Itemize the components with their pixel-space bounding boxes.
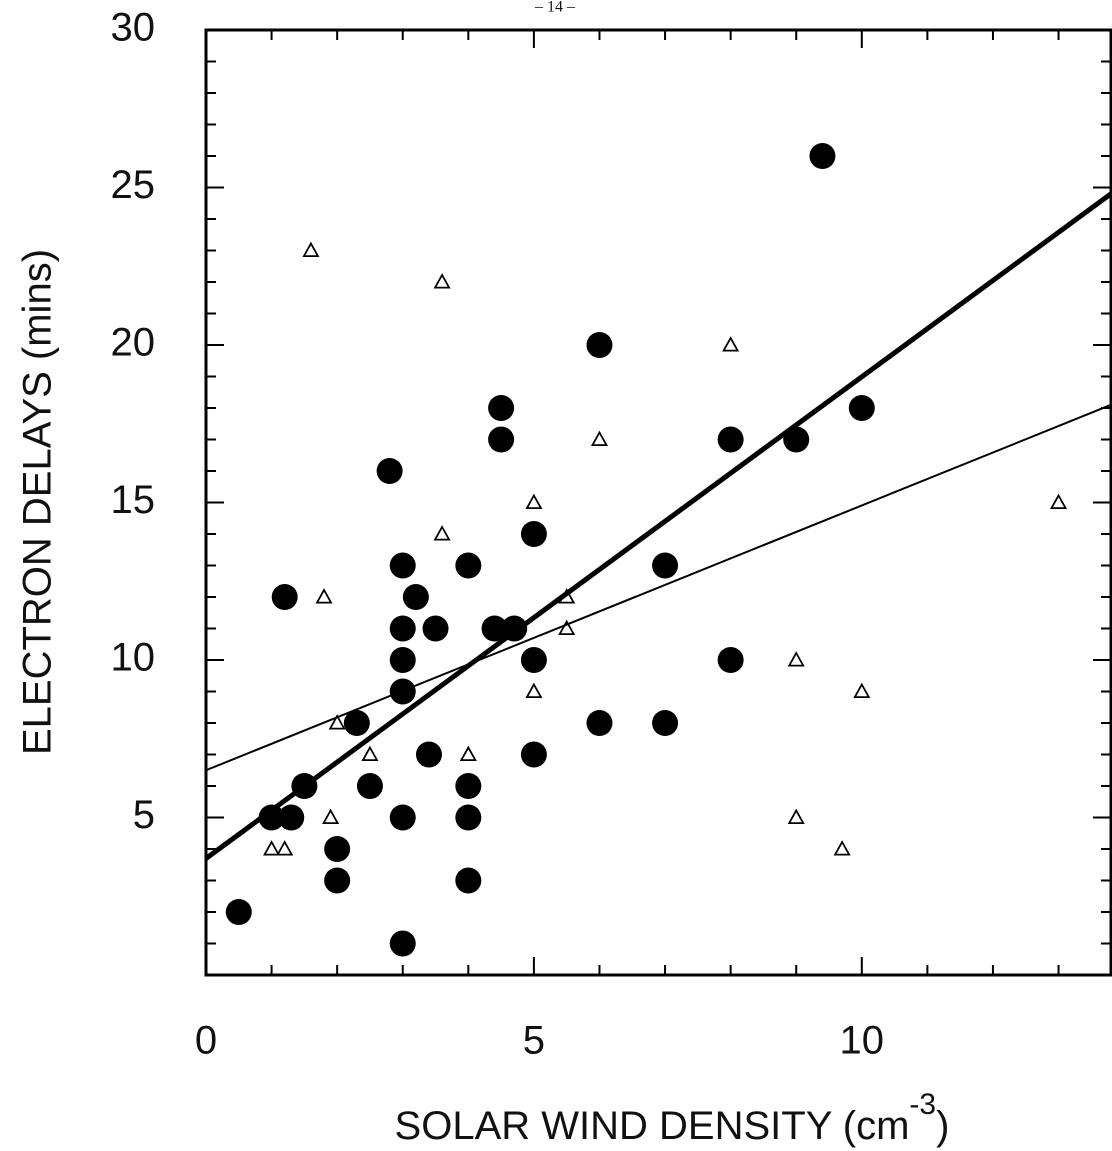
data-point bbox=[225, 899, 252, 925]
x-tick-label: 5 bbox=[523, 1019, 545, 1063]
x-axis-label-suffix: ) bbox=[936, 1104, 949, 1148]
y-tick-label: 10 bbox=[111, 636, 156, 680]
data-point bbox=[652, 552, 679, 579]
fit-line bbox=[204, 191, 1112, 861]
data-point bbox=[322, 808, 340, 824]
data-point bbox=[455, 773, 482, 799]
x-tick-label: 10 bbox=[840, 1019, 885, 1063]
y-tick-label: 5 bbox=[133, 793, 155, 837]
data-point bbox=[389, 552, 416, 579]
data-point bbox=[586, 710, 613, 736]
data-point bbox=[276, 840, 294, 856]
x-tick-label: 0 bbox=[195, 1019, 217, 1063]
data-point bbox=[343, 710, 370, 736]
data-point bbox=[722, 336, 740, 352]
data-point bbox=[809, 143, 836, 169]
data-point bbox=[433, 525, 451, 541]
x-axis-label: SOLAR WIND DENSITY (cm-3) bbox=[395, 1088, 950, 1148]
data-point bbox=[324, 867, 351, 894]
data-point bbox=[455, 552, 482, 579]
plot-frame bbox=[204, 28, 1112, 977]
data-point bbox=[389, 804, 416, 831]
data-point bbox=[853, 682, 871, 698]
data-point bbox=[787, 651, 805, 667]
data-point bbox=[271, 584, 298, 610]
page-number: – 14 – bbox=[534, 0, 576, 16]
y-tick-label: 25 bbox=[111, 163, 156, 207]
data-point bbox=[717, 426, 744, 453]
data-point bbox=[520, 647, 547, 673]
data-point bbox=[525, 493, 543, 509]
data-point bbox=[302, 241, 320, 257]
data-point bbox=[717, 647, 744, 673]
data-point bbox=[652, 710, 679, 736]
data-point bbox=[488, 426, 515, 453]
data-point bbox=[324, 836, 351, 862]
data-point bbox=[415, 741, 442, 768]
y-tick-label: 20 bbox=[111, 321, 156, 365]
data-point bbox=[520, 521, 547, 547]
y-tick-label: 15 bbox=[111, 478, 156, 522]
data-point bbox=[586, 332, 613, 358]
data-point bbox=[848, 395, 875, 421]
data-point bbox=[525, 682, 543, 698]
data-point bbox=[356, 773, 383, 799]
data-point bbox=[590, 430, 609, 446]
data-point bbox=[263, 840, 281, 856]
data-point bbox=[433, 273, 451, 289]
data-point bbox=[315, 588, 333, 604]
data-point bbox=[783, 426, 810, 453]
y-axis-label: ELECTRON DELAYS (mins) bbox=[16, 249, 60, 755]
data-point bbox=[422, 615, 449, 642]
data-point bbox=[328, 714, 346, 730]
data-point bbox=[520, 741, 547, 768]
fit-line bbox=[205, 403, 1112, 772]
data-point bbox=[455, 804, 482, 831]
data-point bbox=[833, 840, 851, 856]
data-point bbox=[361, 745, 379, 761]
data-point bbox=[558, 619, 576, 635]
data-point bbox=[1050, 493, 1068, 509]
data-point bbox=[278, 804, 305, 831]
data-point bbox=[787, 808, 805, 824]
data-point bbox=[402, 584, 429, 610]
y-tick-label: 30 bbox=[111, 6, 156, 50]
data-point bbox=[389, 930, 416, 957]
x-axis-label-text: SOLAR WIND DENSITY (cm bbox=[395, 1104, 910, 1148]
data-point bbox=[389, 647, 416, 673]
data-point bbox=[376, 458, 403, 484]
data-point bbox=[389, 615, 416, 642]
x-axis-label-exponent: -3 bbox=[909, 1088, 936, 1121]
data-point bbox=[459, 745, 477, 761]
data-point bbox=[258, 804, 285, 831]
data-point bbox=[481, 615, 508, 642]
data-point bbox=[488, 395, 515, 421]
data-point bbox=[455, 867, 482, 894]
